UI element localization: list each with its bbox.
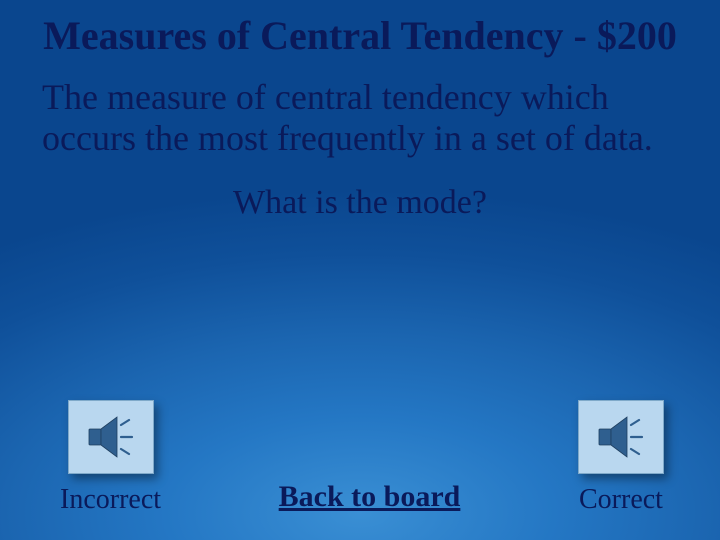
- speaker-icon: [593, 413, 649, 461]
- bottom-row: Incorrect Back to board Correct: [0, 400, 720, 516]
- correct-group: Correct: [578, 400, 664, 516]
- answer-text: What is the mode?: [0, 160, 720, 222]
- incorrect-sound-button[interactable]: [68, 400, 154, 474]
- incorrect-label: Incorrect: [60, 484, 161, 516]
- question-text: The measure of central tendency which oc…: [0, 69, 720, 160]
- slide-title: Measures of Central Tendency - $200: [0, 0, 720, 69]
- incorrect-group: Incorrect: [60, 400, 161, 516]
- correct-sound-button[interactable]: [578, 400, 664, 474]
- speaker-icon: [83, 413, 139, 461]
- back-to-board-link[interactable]: Back to board: [279, 480, 461, 516]
- correct-label: Correct: [579, 484, 663, 516]
